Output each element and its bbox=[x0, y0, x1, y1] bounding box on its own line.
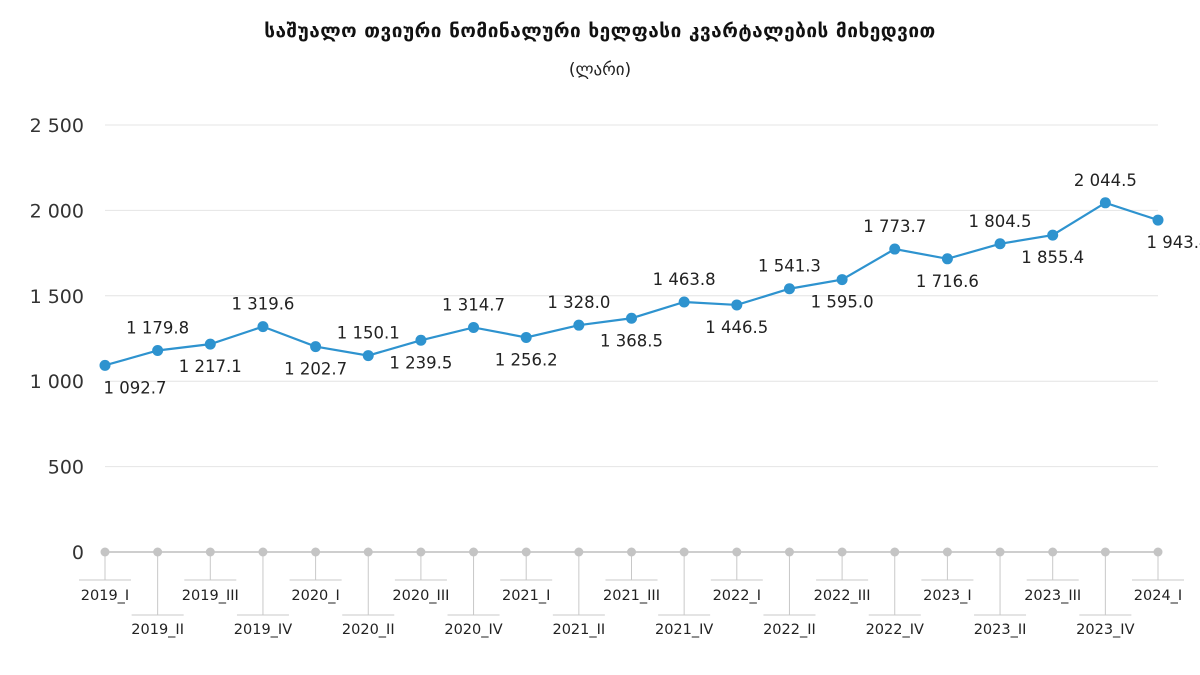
data-label: 1 773.7 bbox=[863, 217, 926, 236]
baseline-marker bbox=[627, 547, 636, 557]
chart-title: საშუალო თვიური ნომინალური ხელფასი კვარტა… bbox=[264, 20, 936, 42]
data-point bbox=[678, 296, 690, 308]
data-point bbox=[468, 321, 480, 333]
data-label: 1 804.5 bbox=[969, 212, 1032, 231]
baseline-marker bbox=[153, 547, 163, 557]
y-tick-label: 2 000 bbox=[30, 200, 84, 222]
y-tick-label: 0 bbox=[72, 542, 84, 564]
data-label: 1 541.3 bbox=[758, 257, 821, 276]
baseline-marker bbox=[837, 547, 847, 557]
x-tick-label: 2020_I bbox=[291, 588, 339, 604]
data-point bbox=[362, 350, 374, 362]
y-axis: 0 500 1 000 1 500 2 000 2 500 bbox=[30, 115, 84, 564]
baseline-marker bbox=[205, 547, 215, 557]
data-label: 1 328.0 bbox=[547, 293, 610, 312]
data-label: 1 179.8 bbox=[126, 318, 189, 337]
data-label: 1 256.2 bbox=[495, 350, 558, 369]
data-label: 1 446.5 bbox=[705, 318, 768, 337]
x-tick-label: 2021_III bbox=[603, 588, 660, 604]
x-tick-label: 2022_III bbox=[814, 588, 871, 604]
data-label: 1 202.7 bbox=[284, 360, 347, 379]
data-point bbox=[783, 283, 795, 295]
data-point bbox=[1152, 214, 1164, 226]
baseline-marker bbox=[784, 547, 794, 557]
series-layer bbox=[99, 197, 1164, 371]
data-label: 1 943.4 bbox=[1147, 233, 1200, 252]
x-tick-label: 2022_II bbox=[763, 622, 816, 638]
y-tick-label: 500 bbox=[48, 457, 84, 479]
data-labels: 1 092.7 1 179.8 1 217.1 1 319.6 1 202.7 1 150… bbox=[104, 171, 1200, 398]
x-tick-label: 2020_II bbox=[342, 622, 395, 638]
x-axis: 2019_I 2019_II 2019_III 2019_IV 2020_I 2020_I… bbox=[79, 547, 1184, 638]
baseline-marker bbox=[1048, 547, 1058, 557]
data-point bbox=[99, 359, 111, 371]
data-point bbox=[731, 299, 743, 311]
x-tick-label: 2022_I bbox=[713, 588, 761, 604]
data-point bbox=[257, 321, 269, 333]
baseline-marker bbox=[469, 547, 479, 557]
x-tick-label: 2022_IV bbox=[866, 622, 924, 638]
data-point bbox=[1047, 229, 1059, 241]
baseline-marker bbox=[679, 547, 689, 557]
data-label: 1 463.8 bbox=[653, 270, 716, 289]
x-tick-label: 2020_III bbox=[392, 588, 449, 604]
data-point bbox=[204, 338, 216, 350]
baseline-marker bbox=[995, 547, 1005, 557]
baseline-marker bbox=[258, 547, 268, 557]
data-point bbox=[626, 312, 637, 324]
baseline-marker bbox=[732, 547, 742, 557]
data-label: 1 855.4 bbox=[1021, 248, 1084, 267]
baseline-marker bbox=[416, 547, 426, 557]
baseline-marker bbox=[521, 547, 531, 557]
data-point bbox=[836, 274, 848, 286]
data-label: 1 239.5 bbox=[389, 353, 452, 372]
data-label: 1 368.5 bbox=[600, 331, 663, 350]
x-tick-label: 2020_IV bbox=[444, 622, 502, 638]
y-tick-label: 1 500 bbox=[30, 286, 84, 308]
data-label: 1 092.7 bbox=[104, 378, 167, 397]
data-point bbox=[994, 238, 1006, 250]
data-point bbox=[310, 341, 322, 353]
x-tick-label: 2023_III bbox=[1024, 588, 1081, 604]
x-tick-label: 2019_IV bbox=[234, 622, 292, 638]
baseline-marker bbox=[100, 547, 110, 557]
x-tick-label: 2021_II bbox=[552, 622, 605, 638]
data-point bbox=[520, 331, 532, 343]
data-label: 1 595.0 bbox=[811, 293, 874, 312]
x-tick-label: 2021_I bbox=[502, 588, 550, 604]
baseline-marker bbox=[1100, 547, 1110, 557]
x-tick-label: 2019_III bbox=[182, 588, 239, 604]
x-tick-label: 2019_I bbox=[81, 588, 129, 604]
baseline-marker bbox=[942, 547, 952, 557]
y-tick-label: 1 000 bbox=[30, 371, 84, 393]
x-tick-label: 2023_IV bbox=[1076, 622, 1134, 638]
data-point bbox=[889, 243, 901, 255]
x-tick-label: 2023_II bbox=[974, 622, 1027, 638]
data-point bbox=[415, 334, 427, 346]
data-label: 1 716.6 bbox=[916, 272, 979, 291]
baseline-marker bbox=[1153, 547, 1163, 557]
x-tick-label: 2021_IV bbox=[655, 622, 713, 638]
data-point bbox=[573, 319, 585, 331]
data-point bbox=[1099, 197, 1111, 209]
grid-lines bbox=[105, 124, 1158, 468]
data-point bbox=[941, 253, 953, 265]
baseline-marker bbox=[363, 547, 373, 557]
data-label: 1 319.6 bbox=[231, 295, 294, 314]
chart-subtitle: (ლარი) bbox=[568, 60, 632, 80]
data-label: 1 150.1 bbox=[337, 324, 400, 343]
x-tick-label: 2023_I bbox=[923, 588, 971, 604]
x-tick-label: 2019_II bbox=[131, 622, 184, 638]
baseline-marker bbox=[311, 547, 321, 557]
baseline-marker bbox=[890, 547, 900, 557]
data-point bbox=[152, 344, 164, 356]
y-tick-label: 2 500 bbox=[30, 115, 84, 137]
data-label: 2 044.5 bbox=[1074, 171, 1137, 190]
baseline-marker bbox=[574, 547, 584, 557]
data-label: 1 314.7 bbox=[442, 295, 505, 314]
data-label: 1 217.1 bbox=[179, 357, 242, 376]
x-tick-label: 2024_I bbox=[1134, 588, 1182, 604]
